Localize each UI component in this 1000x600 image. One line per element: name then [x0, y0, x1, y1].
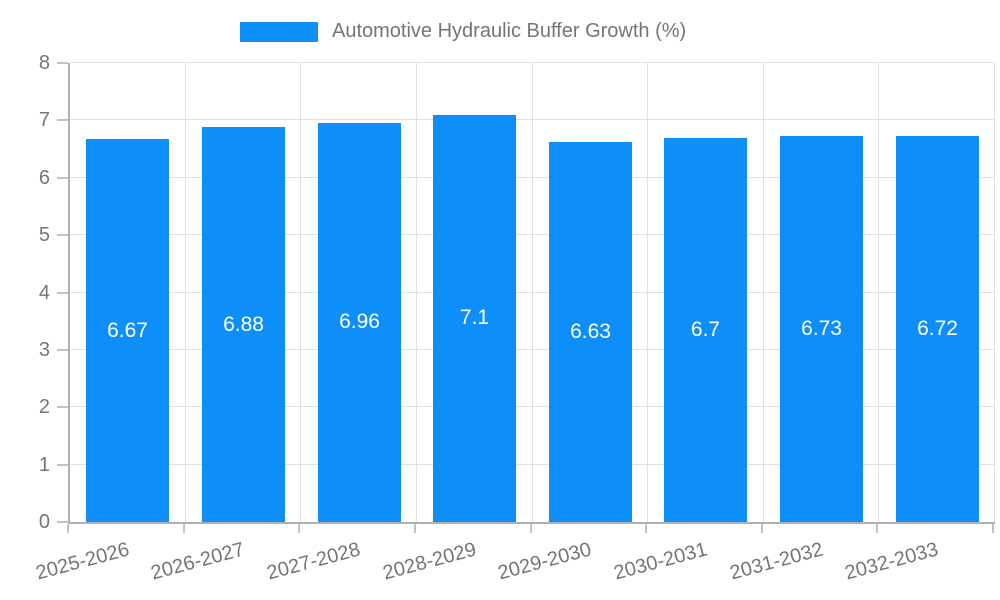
y-tick-mark — [57, 62, 68, 64]
y-tick-label: 5 — [38, 224, 50, 247]
h-gridline — [70, 291, 995, 293]
bar-value-label: 6.72 — [917, 317, 958, 341]
x-tick-label: 2030-2031 — [611, 538, 710, 585]
x-tick-label: 2031-2032 — [727, 538, 826, 585]
h-gridline — [70, 62, 995, 63]
bar-value-label: 6.67 — [107, 318, 148, 342]
bar-2029-2030[interactable]: 6.63 — [549, 141, 632, 522]
x-tick-label: 2029-2030 — [495, 538, 595, 585]
h-gridline — [70, 348, 995, 350]
v-gridline — [878, 63, 880, 522]
bar-value-label: 6.96 — [339, 310, 380, 334]
v-gridline — [531, 63, 533, 522]
y-tick-label: 1 — [38, 453, 50, 476]
bar-value-label: 6.7 — [690, 317, 721, 341]
x-tick-mark — [67, 524, 69, 533]
x-tick-mark — [182, 524, 185, 533]
x-tick-label: 2032-2033 — [842, 538, 941, 585]
v-gridline — [300, 63, 302, 522]
y-tick-mark — [57, 406, 68, 409]
x-tick-label: 2026-2027 — [149, 538, 248, 585]
x-tick-mark — [992, 524, 994, 533]
plot-area: 6.67 6.88 6.96 7.1 6.63 6.7 6.73 6.72 — [68, 62, 995, 524]
bar-2031-2032[interactable]: 6.73 — [780, 135, 863, 522]
h-gridline — [70, 463, 995, 465]
h-gridline — [70, 119, 995, 121]
v-gridline — [647, 63, 649, 522]
x-tick-mark — [760, 524, 763, 533]
legend-item[interactable]: Automotive Hydraulic Buffer Growth (%) — [240, 20, 686, 43]
bar-2030-2031[interactable]: 6.7 — [664, 137, 747, 522]
h-gridline — [70, 234, 995, 236]
y-tick-mark — [57, 291, 68, 294]
h-gridline — [70, 406, 995, 408]
legend-label: Automotive Hydraulic Buffer Growth (%) — [332, 20, 687, 42]
y-tick-label: 8 — [38, 52, 50, 74]
y-tick-mark — [57, 119, 68, 122]
x-tick-label: 2028-2029 — [380, 538, 479, 585]
h-gridline — [70, 176, 995, 178]
y-tick-mark — [57, 463, 68, 466]
v-gridline — [762, 63, 764, 522]
x-tick-label: 2027-2028 — [264, 538, 363, 585]
x-tick-mark — [413, 524, 416, 533]
bar-value-label: 6.73 — [801, 316, 842, 340]
y-tick-mark — [57, 176, 68, 179]
y-tick-mark — [57, 348, 68, 351]
bar-2032-2033[interactable]: 6.72 — [896, 136, 979, 522]
bar-value-label: 7.1 — [459, 306, 490, 330]
v-gridline — [415, 63, 417, 522]
x-tick-mark — [298, 524, 301, 533]
x-tick-mark — [645, 524, 648, 533]
y-tick-label: 7 — [38, 109, 50, 132]
x-tick-label: 2025-2026 — [33, 538, 132, 585]
x-tick-mark — [529, 524, 532, 533]
y-tick-label: 4 — [38, 281, 50, 304]
v-gridline — [994, 63, 995, 522]
y-tick-mark — [57, 234, 68, 237]
y-tick-label: 2 — [38, 396, 50, 419]
y-tick-mark — [57, 521, 68, 523]
bar-2028-2029[interactable]: 7.1 — [433, 114, 516, 522]
bar-2026-2027[interactable]: 6.88 — [202, 127, 285, 522]
bar-2027-2028[interactable]: 6.96 — [318, 122, 401, 522]
y-tick-label: 3 — [38, 338, 50, 361]
x-tick-mark — [876, 524, 879, 533]
bar-2025-2026[interactable]: 6.67 — [86, 139, 169, 522]
bar-value-label: 6.88 — [223, 312, 264, 336]
v-gridline — [184, 63, 186, 522]
y-tick-label: 6 — [38, 166, 50, 189]
legend-swatch — [240, 21, 318, 42]
bar-value-label: 6.63 — [570, 319, 611, 343]
y-tick-label: 0 — [38, 511, 50, 533]
